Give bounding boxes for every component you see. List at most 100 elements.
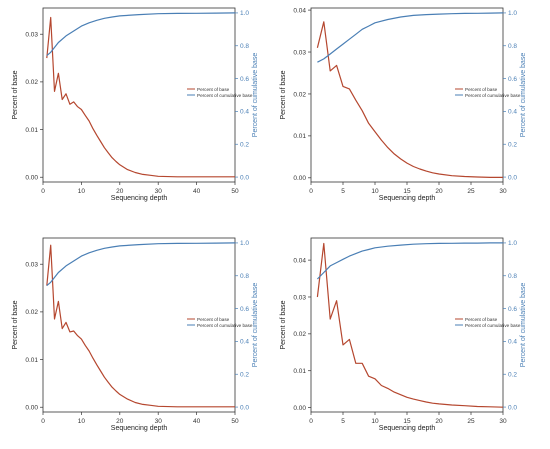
right-y-tick-label: 0.4 [508, 339, 517, 346]
x-tick-label: 15 [403, 418, 411, 425]
right-y-tick-label: 0.8 [240, 43, 249, 50]
right-y-tick-label: 0.8 [240, 273, 249, 280]
right-y-tick-label: 1.0 [240, 10, 249, 17]
chart-panel-2: 0 5 10 15 20 25 30 Sequencing depth 0.00 0.01 0.02… [280, 7, 527, 202]
legend-label: Percent of base [465, 87, 498, 92]
left-y-tick-label: 0.00 [25, 405, 38, 412]
percent-of-base-line [46, 16, 235, 178]
x-axis-label: Sequencing depth [379, 425, 436, 432]
left-y-tick-label: 0.01 [293, 133, 306, 140]
x-tick-label: 20 [116, 418, 124, 425]
percent-of-base-line [316, 21, 503, 178]
left-y-axis-label: Percent of base [12, 300, 19, 349]
legend-label: Percent of cumulative base [197, 323, 253, 328]
legend-label: Percent of base [197, 317, 230, 322]
x-tick-label: 10 [371, 188, 379, 195]
x-tick-label: 5 [341, 418, 345, 425]
left-y-axis-label: Percent of base [12, 70, 19, 119]
x-axis-label: Sequencing depth [379, 195, 436, 202]
left-y-tick-label: 0.02 [293, 91, 306, 98]
right-y-tick-label: 1.0 [240, 240, 249, 247]
x-tick-label: 40 [193, 418, 201, 425]
right-y-axis-label: Percent of cumulative base [520, 283, 527, 368]
plot-frame [42, 237, 236, 413]
right-y-tick-label: 0.4 [240, 339, 249, 346]
right-y-tick-label: 0.6 [508, 76, 517, 83]
x-tick-label: 20 [116, 188, 124, 195]
legend-label: Percent of cumulative base [465, 323, 521, 328]
chart-panel-4: 0 5 10 15 20 25 30 Sequencing depth 0.00 0.01 0.02… [280, 237, 527, 432]
right-y-tick-label: 0.0 [508, 404, 517, 411]
right-y-axis-label: Percent of cumulative base [252, 53, 259, 138]
right-y-tick-label: 0.2 [240, 372, 249, 379]
left-y-tick-label: 0.03 [293, 49, 306, 56]
left-y-tick-label: 0.01 [293, 368, 306, 375]
legend-label: Percent of base [465, 317, 498, 322]
left-y-tick-label: 0.02 [25, 79, 38, 86]
chart-panel-3: 0 10 20 30 40 50 Sequencing depth 0.00 0.01 0.02 0… [12, 237, 259, 432]
left-y-tick-label: 0.03 [25, 32, 38, 39]
x-tick-label: 50 [231, 418, 239, 425]
x-tick-label: 15 [403, 188, 411, 195]
x-tick-label: 10 [371, 418, 379, 425]
right-y-tick-label: 0.0 [240, 404, 249, 411]
x-tick-label: 30 [155, 418, 163, 425]
left-y-tick-label: 0.01 [25, 127, 38, 134]
left-y-tick-label: 0.02 [293, 331, 306, 338]
right-y-axis-label: Percent of cumulative base [252, 283, 259, 368]
legend-label: Percent of cumulative base [197, 93, 253, 98]
x-tick-label: 25 [467, 188, 475, 195]
left-y-axis-label: Percent of base [280, 70, 287, 119]
x-tick-label: 0 [309, 418, 313, 425]
cumulative-base-line [46, 12, 236, 57]
left-y-tick-label: 0.03 [25, 262, 38, 269]
plot-frame [42, 7, 236, 183]
right-y-tick-label: 0.6 [508, 306, 517, 313]
left-y-tick-label: 0.04 [293, 257, 306, 264]
left-y-axis-label: Percent of base [280, 300, 287, 349]
right-y-tick-label: 0.8 [508, 273, 517, 280]
x-tick-label: 0 [41, 418, 45, 425]
right-y-tick-label: 0.8 [508, 43, 517, 50]
right-y-tick-label: 0.0 [508, 174, 517, 181]
right-y-tick-label: 0.2 [508, 372, 517, 379]
right-y-tick-label: 0.6 [240, 306, 249, 313]
legend-label: Percent of cumulative base [465, 93, 521, 98]
cumulative-base-line [316, 242, 503, 280]
x-axis-label: Sequencing depth [111, 425, 168, 432]
x-tick-label: 30 [155, 188, 163, 195]
right-y-tick-label: 0.2 [508, 142, 517, 149]
cumulative-base-line [317, 12, 504, 63]
percent-of-base-line [46, 244, 235, 408]
left-y-tick-label: 0.02 [25, 309, 38, 316]
x-tick-label: 20 [435, 188, 443, 195]
right-y-tick-label: 1.0 [508, 240, 517, 247]
x-tick-label: 40 [193, 188, 201, 195]
left-y-tick-label: 0.00 [293, 175, 306, 182]
right-y-tick-label: 0.4 [240, 109, 249, 116]
x-tick-label: 20 [435, 418, 443, 425]
x-tick-label: 5 [341, 188, 345, 195]
x-tick-label: 0 [309, 188, 313, 195]
x-tick-label: 30 [499, 188, 507, 195]
x-tick-label: 25 [467, 418, 475, 425]
x-axis-label: Sequencing depth [111, 195, 168, 202]
left-y-tick-label: 0.04 [293, 7, 306, 14]
right-y-tick-label: 0.2 [240, 142, 249, 149]
right-y-axis-label: Percent of cumulative base [520, 53, 527, 138]
percent-of-base-line [316, 242, 504, 408]
x-tick-label: 10 [78, 418, 86, 425]
legend-label: Percent of base [197, 87, 230, 92]
left-y-tick-label: 0.03 [293, 294, 306, 301]
x-tick-label: 50 [231, 188, 239, 195]
left-y-tick-label: 0.00 [293, 405, 306, 412]
x-tick-label: 0 [41, 188, 45, 195]
right-y-tick-label: 0.0 [240, 174, 249, 181]
left-y-tick-label: 0.01 [25, 357, 38, 364]
x-tick-label: 10 [78, 188, 86, 195]
cumulative-base-line [46, 242, 236, 287]
right-y-tick-label: 0.4 [508, 109, 517, 116]
right-y-tick-label: 1.0 [508, 10, 517, 17]
chart-panel-1: 0 10 20 30 40 50 Sequencing depth 0.00 0.01 0.02 0… [12, 7, 259, 202]
